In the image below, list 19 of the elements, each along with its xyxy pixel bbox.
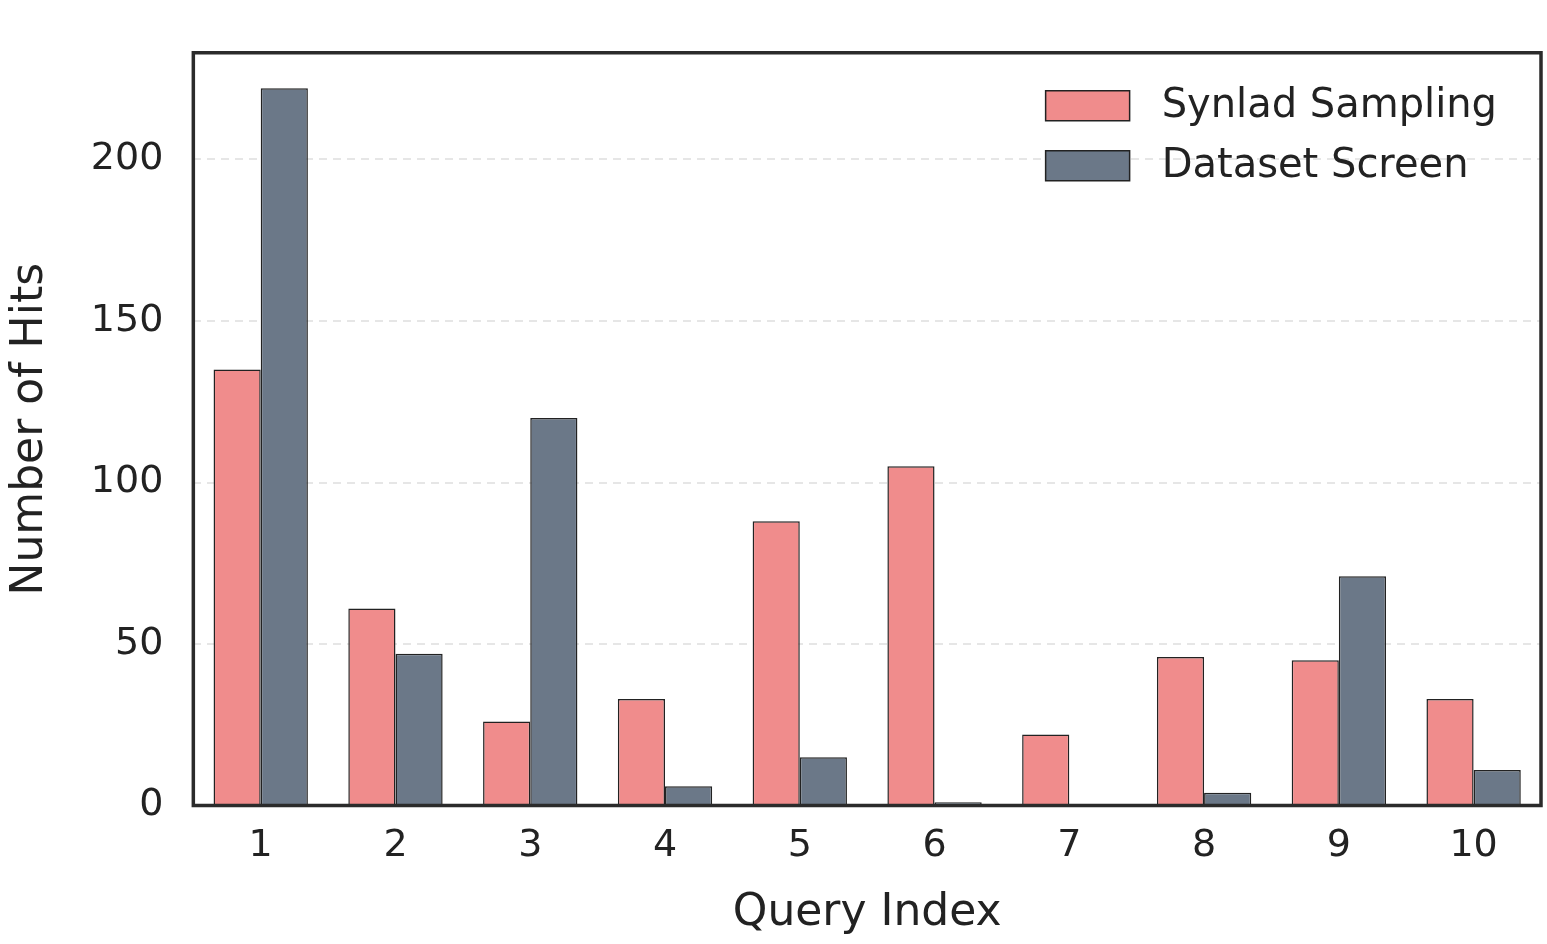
y-axis-title: Number of Hits bbox=[0, 262, 52, 596]
x-tick-label: 7 bbox=[1057, 821, 1082, 866]
y-tick-label: 50 bbox=[114, 618, 164, 663]
y-tick-label: 0 bbox=[139, 780, 164, 825]
x-tick-label: 5 bbox=[787, 821, 812, 866]
x-tick-label: 2 bbox=[383, 821, 408, 866]
x-tick-label: 4 bbox=[652, 821, 678, 866]
y-tick-label: 200 bbox=[90, 134, 164, 179]
x-tick-label: 10 bbox=[1449, 821, 1498, 866]
x-tick-label: 3 bbox=[518, 821, 543, 866]
x-tick-label: 8 bbox=[1191, 821, 1217, 866]
legend-label: Synlad Sampling bbox=[1161, 80, 1497, 127]
x-tick-label: 6 bbox=[922, 821, 947, 866]
y-tick-label: 150 bbox=[90, 295, 164, 340]
legend-label: Dataset Screen bbox=[1161, 140, 1469, 187]
x-tick-label: 1 bbox=[248, 821, 273, 866]
x-tick-label: 9 bbox=[1326, 821, 1351, 866]
x-axis-title: Query Index bbox=[732, 884, 1002, 936]
y-tick-label: 100 bbox=[90, 457, 164, 502]
